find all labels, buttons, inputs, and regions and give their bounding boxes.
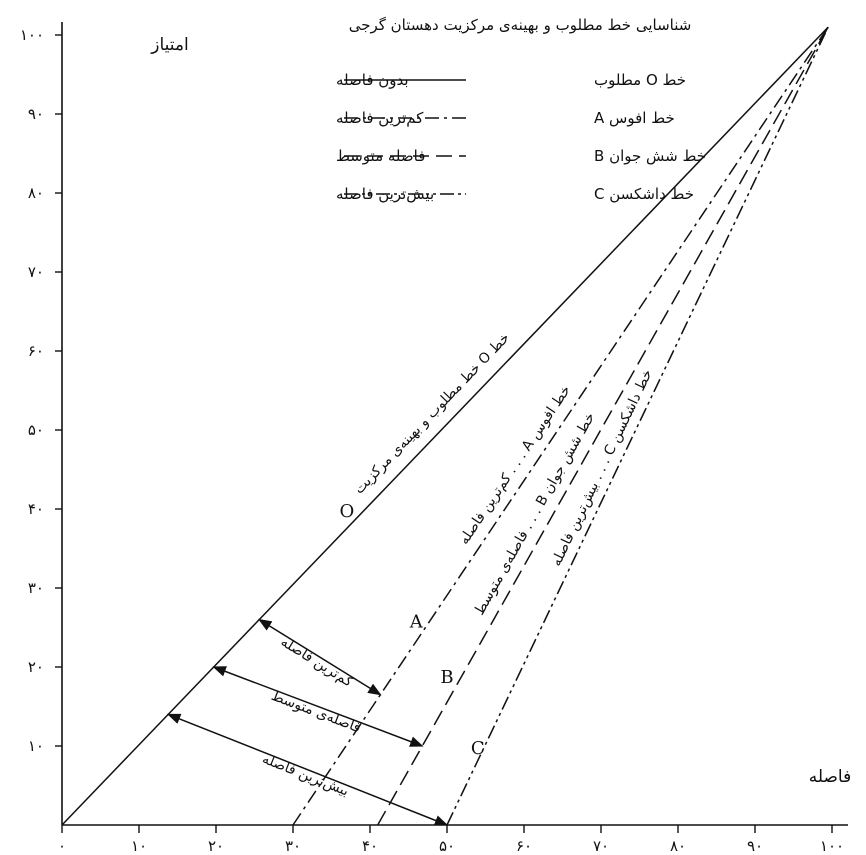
series-lines-group [61, 26, 829, 826]
point-label-C: C [471, 738, 485, 759]
legend-meaning: بیش‌ترین فاصله [336, 185, 434, 203]
x-tick-label: ۰ [58, 837, 66, 855]
x-tick-label: ۸۰ [670, 837, 686, 855]
legend-group: خط O مطلوب بدون فاصله خط افوس A کم‌ترین فاص… [336, 71, 706, 203]
y-tick-label: ۵۰ [28, 421, 44, 439]
series-line-A [292, 26, 829, 826]
y-tick-label: ۲۰ [28, 658, 44, 676]
legend-item: خط افوس A کم‌ترین فاصله [336, 109, 675, 127]
y-tick-label: ۸۰ [28, 184, 44, 202]
y-tick-label: ۳۰ [28, 579, 44, 597]
point-label-O: O [340, 501, 355, 522]
x-tick-label: ۳۰ [285, 837, 301, 855]
y-tick-label: ۱۰ [28, 737, 44, 755]
x-axis-label: فاصله [809, 767, 851, 787]
x-tick-label: ۲۰ [208, 837, 224, 855]
y-tick-label: ۶۰ [28, 342, 44, 360]
legend-item: خط داشکسن C بیش‌ترین فاصله [336, 185, 694, 203]
line-annotation-O: خط O خط مطلوب و بهینه‌ی مرکزیت [351, 330, 513, 498]
y-tick-label: ۷۰ [28, 263, 44, 281]
distance-arrow-label: بیش‌ترین فاصله [260, 751, 351, 800]
x-tick-label: ۱۰ [131, 837, 147, 855]
legend-meaning: کم‌ترین فاصله [336, 109, 424, 127]
legend-line-label: خط O مطلوب [594, 71, 686, 89]
legend-item: خط O مطلوب بدون فاصله [336, 71, 686, 89]
series-line-B [377, 26, 829, 826]
legend-item: خط شش جوان B فاصله متوسط [336, 147, 706, 165]
y-tick-label: ۹۰ [28, 105, 44, 123]
series-line-O [61, 26, 829, 826]
chart-title: شناسایی خط مطلوب و بهینه‌ی مرکزیت دهستان… [349, 16, 692, 34]
distance-arrow-label: فاصله‌ی متوسط [269, 688, 363, 736]
x-tick-label: ۷۰ [593, 837, 609, 855]
series-line-C [446, 26, 829, 826]
y-axis-label: امتیاز [150, 35, 188, 55]
distance-arrow-OC [166, 713, 449, 826]
y-tick-label: ۱۰۰ [20, 26, 44, 44]
legend-meaning: فاصله متوسط [336, 147, 425, 165]
legend-line-label: خط داشکسن C [594, 185, 694, 203]
x-tick-label: ۹۰ [747, 837, 763, 855]
legend-meaning: بدون فاصله [336, 71, 409, 89]
x-tick-label: ۶۰ [516, 837, 532, 855]
distance-arrow-label: کم‌ترین فاصله [278, 634, 356, 691]
legend-line-label: خط شش جوان B [594, 147, 706, 165]
x-tick-label: ۴۰ [362, 837, 378, 855]
point-label-A: A [409, 612, 424, 633]
x-tick-label: ۱۰۰ [820, 837, 844, 855]
y-tick-label: ۴۰ [28, 500, 44, 518]
axes-group: ۰ ۱۰ ۲۰ ۳۰ ۴۰ ۵۰ ۶۰ ۷۰ ۸۰ ۹۰ ۱۰۰ ۱۰ ۲۰ ۳۰ ۴۰ ۵۰ ۶۰ ۷۰ ۸۰ ۹۰… [20, 22, 848, 855]
legend-line-label: خط افوس A [594, 109, 675, 127]
x-tick-label: ۵۰ [439, 837, 455, 855]
point-label-B: B [440, 667, 453, 688]
